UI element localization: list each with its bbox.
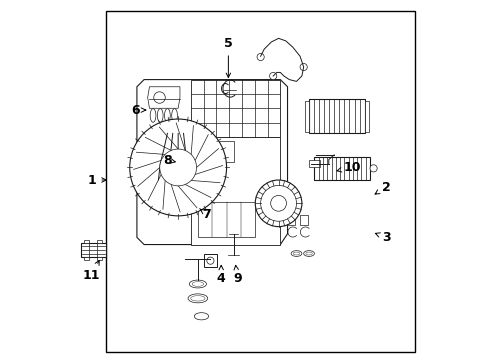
Ellipse shape <box>293 252 299 255</box>
Bar <box>300 215 307 225</box>
Bar <box>154 180 162 186</box>
Bar <box>198 202 255 237</box>
Ellipse shape <box>303 251 314 256</box>
Ellipse shape <box>290 251 301 256</box>
Ellipse shape <box>150 109 156 122</box>
Bar <box>164 180 172 186</box>
Bar <box>81 243 105 257</box>
Bar <box>97 240 102 243</box>
Text: 9: 9 <box>233 265 241 285</box>
Circle shape <box>257 53 264 60</box>
Ellipse shape <box>189 280 206 288</box>
Bar <box>314 157 369 180</box>
Circle shape <box>369 165 376 172</box>
Polygon shape <box>137 80 287 244</box>
Text: 6: 6 <box>131 104 145 117</box>
Ellipse shape <box>164 109 170 122</box>
Circle shape <box>270 195 286 211</box>
Circle shape <box>129 119 226 216</box>
Bar <box>203 254 217 267</box>
Text: 5: 5 <box>224 37 232 77</box>
Bar <box>190 137 280 244</box>
Ellipse shape <box>171 109 177 122</box>
Text: 11: 11 <box>82 261 100 282</box>
Polygon shape <box>147 87 180 108</box>
Circle shape <box>206 257 214 264</box>
Ellipse shape <box>194 313 208 320</box>
Ellipse shape <box>187 294 207 303</box>
Bar <box>287 215 295 225</box>
Text: 10: 10 <box>336 161 360 174</box>
Circle shape <box>260 185 296 221</box>
Text: 8: 8 <box>163 154 175 167</box>
Text: 7: 7 <box>199 208 211 221</box>
Text: 3: 3 <box>375 231 389 244</box>
Bar <box>184 180 192 186</box>
Bar <box>84 257 89 260</box>
Ellipse shape <box>192 282 203 286</box>
Ellipse shape <box>190 296 204 301</box>
Ellipse shape <box>157 109 163 122</box>
Circle shape <box>160 149 196 186</box>
Text: 4: 4 <box>216 265 225 285</box>
Circle shape <box>269 72 276 80</box>
Bar <box>304 101 308 132</box>
Text: 2: 2 <box>374 181 390 194</box>
Bar <box>198 140 233 162</box>
Bar <box>308 99 364 134</box>
Polygon shape <box>190 80 280 137</box>
Circle shape <box>255 180 301 226</box>
Circle shape <box>300 63 306 71</box>
Bar <box>308 160 319 167</box>
Bar <box>84 240 89 243</box>
Ellipse shape <box>305 252 312 255</box>
Bar <box>106 12 414 352</box>
Bar <box>175 180 183 186</box>
Bar <box>97 257 102 260</box>
Bar <box>364 101 368 132</box>
Text: 1: 1 <box>87 174 106 186</box>
Circle shape <box>153 92 165 103</box>
